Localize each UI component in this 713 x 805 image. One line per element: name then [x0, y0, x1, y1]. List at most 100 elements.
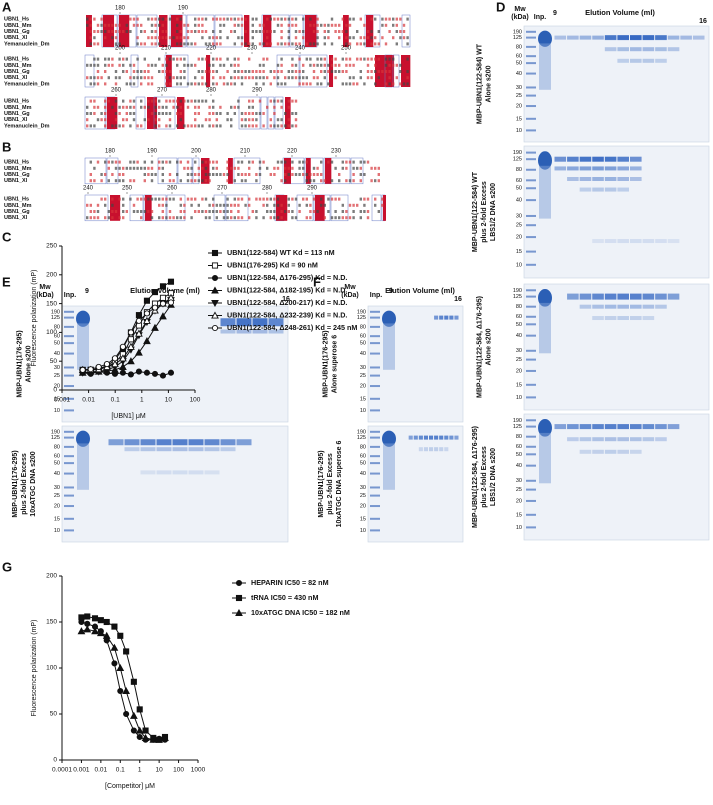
- x-tick-label: 0.1: [116, 767, 125, 774]
- residue: [248, 173, 251, 176]
- input-smear: [539, 432, 551, 484]
- protein-band: [655, 58, 667, 63]
- residue: [323, 179, 326, 183]
- protein-band: [140, 447, 156, 452]
- residue: [363, 160, 366, 164]
- ladder-band: [526, 499, 536, 502]
- residue: [262, 124, 265, 128]
- residue: [129, 124, 132, 128]
- residue: [280, 63, 283, 67]
- residue: [226, 197, 229, 201]
- residue: [168, 99, 172, 103]
- residue: [226, 166, 229, 170]
- residue: [172, 216, 175, 220]
- sequence-name: UBN1_Hs: [4, 99, 29, 105]
- residue: [320, 203, 323, 207]
- residue: [262, 42, 265, 46]
- input-smear: [539, 165, 551, 219]
- residue: [327, 36, 330, 40]
- mw-label: Mw: [39, 284, 51, 291]
- ladder-band: [64, 325, 74, 328]
- data-point: [143, 310, 150, 317]
- residue: [140, 105, 143, 109]
- ladder-band: [370, 430, 380, 433]
- residue: [348, 57, 352, 61]
- protein-band: [592, 437, 604, 442]
- residue: [147, 63, 150, 67]
- residue: [345, 166, 348, 170]
- residue: [194, 63, 197, 67]
- ladder-band: [526, 383, 536, 386]
- residue: [377, 42, 380, 46]
- residue: [291, 216, 294, 220]
- residue: [251, 42, 254, 46]
- residue: [114, 70, 118, 73]
- residue: [226, 112, 229, 115]
- ladder-band: [64, 455, 74, 458]
- residue: [140, 42, 143, 46]
- protein-band: [642, 293, 655, 300]
- x-tick-label: 100: [173, 767, 184, 774]
- residue: [251, 160, 254, 164]
- residue: [338, 216, 341, 220]
- residue: [204, 160, 208, 164]
- residue: [381, 23, 384, 27]
- identical-block: [276, 195, 288, 221]
- residue: [244, 112, 247, 115]
- protein-band: [604, 449, 617, 454]
- position-number: 190: [147, 149, 158, 155]
- ladder-band: [526, 396, 536, 399]
- residue: [204, 57, 208, 61]
- marker-label: 25: [54, 493, 60, 499]
- residue: [89, 216, 92, 220]
- residue: [104, 112, 107, 115]
- residue: [327, 23, 330, 27]
- residue: [255, 30, 258, 33]
- residue: [122, 99, 125, 103]
- x-axis-label: [UBN1] μM: [111, 413, 146, 420]
- y-tick-label: 200: [46, 272, 57, 279]
- residue: [309, 210, 312, 213]
- residue: [334, 23, 337, 27]
- data-point: [117, 687, 124, 695]
- residue: [302, 166, 305, 170]
- residue: [280, 203, 283, 207]
- residue: [100, 30, 103, 33]
- residue: [194, 179, 197, 183]
- residue: [338, 197, 341, 201]
- residue: [93, 17, 96, 21]
- ladder-band: [526, 435, 536, 438]
- residue: [287, 203, 290, 207]
- residue: [226, 210, 229, 213]
- residue: [222, 210, 226, 213]
- residue: [118, 63, 121, 67]
- marker-label: 60: [360, 454, 366, 460]
- ladder-band: [526, 305, 536, 308]
- residue: [248, 76, 251, 80]
- gel-condition: plus 2-fold Excess: [481, 446, 488, 508]
- conserved-box: [213, 194, 226, 222]
- data-point: [78, 614, 85, 621]
- residue: [161, 173, 164, 176]
- residue: [294, 173, 298, 176]
- protein-band: [655, 239, 667, 244]
- residue: [309, 57, 312, 61]
- residue: [363, 42, 366, 46]
- residue: [363, 57, 366, 61]
- residue: [269, 30, 272, 33]
- residue: [150, 42, 154, 46]
- residue: [215, 210, 218, 213]
- residue: [89, 210, 92, 213]
- residue: [140, 23, 143, 27]
- residue: [280, 160, 283, 164]
- residue: [179, 42, 182, 46]
- residue: [118, 57, 121, 61]
- residue: [96, 210, 100, 213]
- residue: [147, 105, 150, 109]
- x-tick-label: 1: [138, 767, 142, 774]
- residue: [359, 216, 362, 220]
- residue: [348, 23, 352, 27]
- conserved-box: [392, 54, 400, 88]
- marker-label: 20: [54, 503, 60, 509]
- residue: [298, 210, 301, 213]
